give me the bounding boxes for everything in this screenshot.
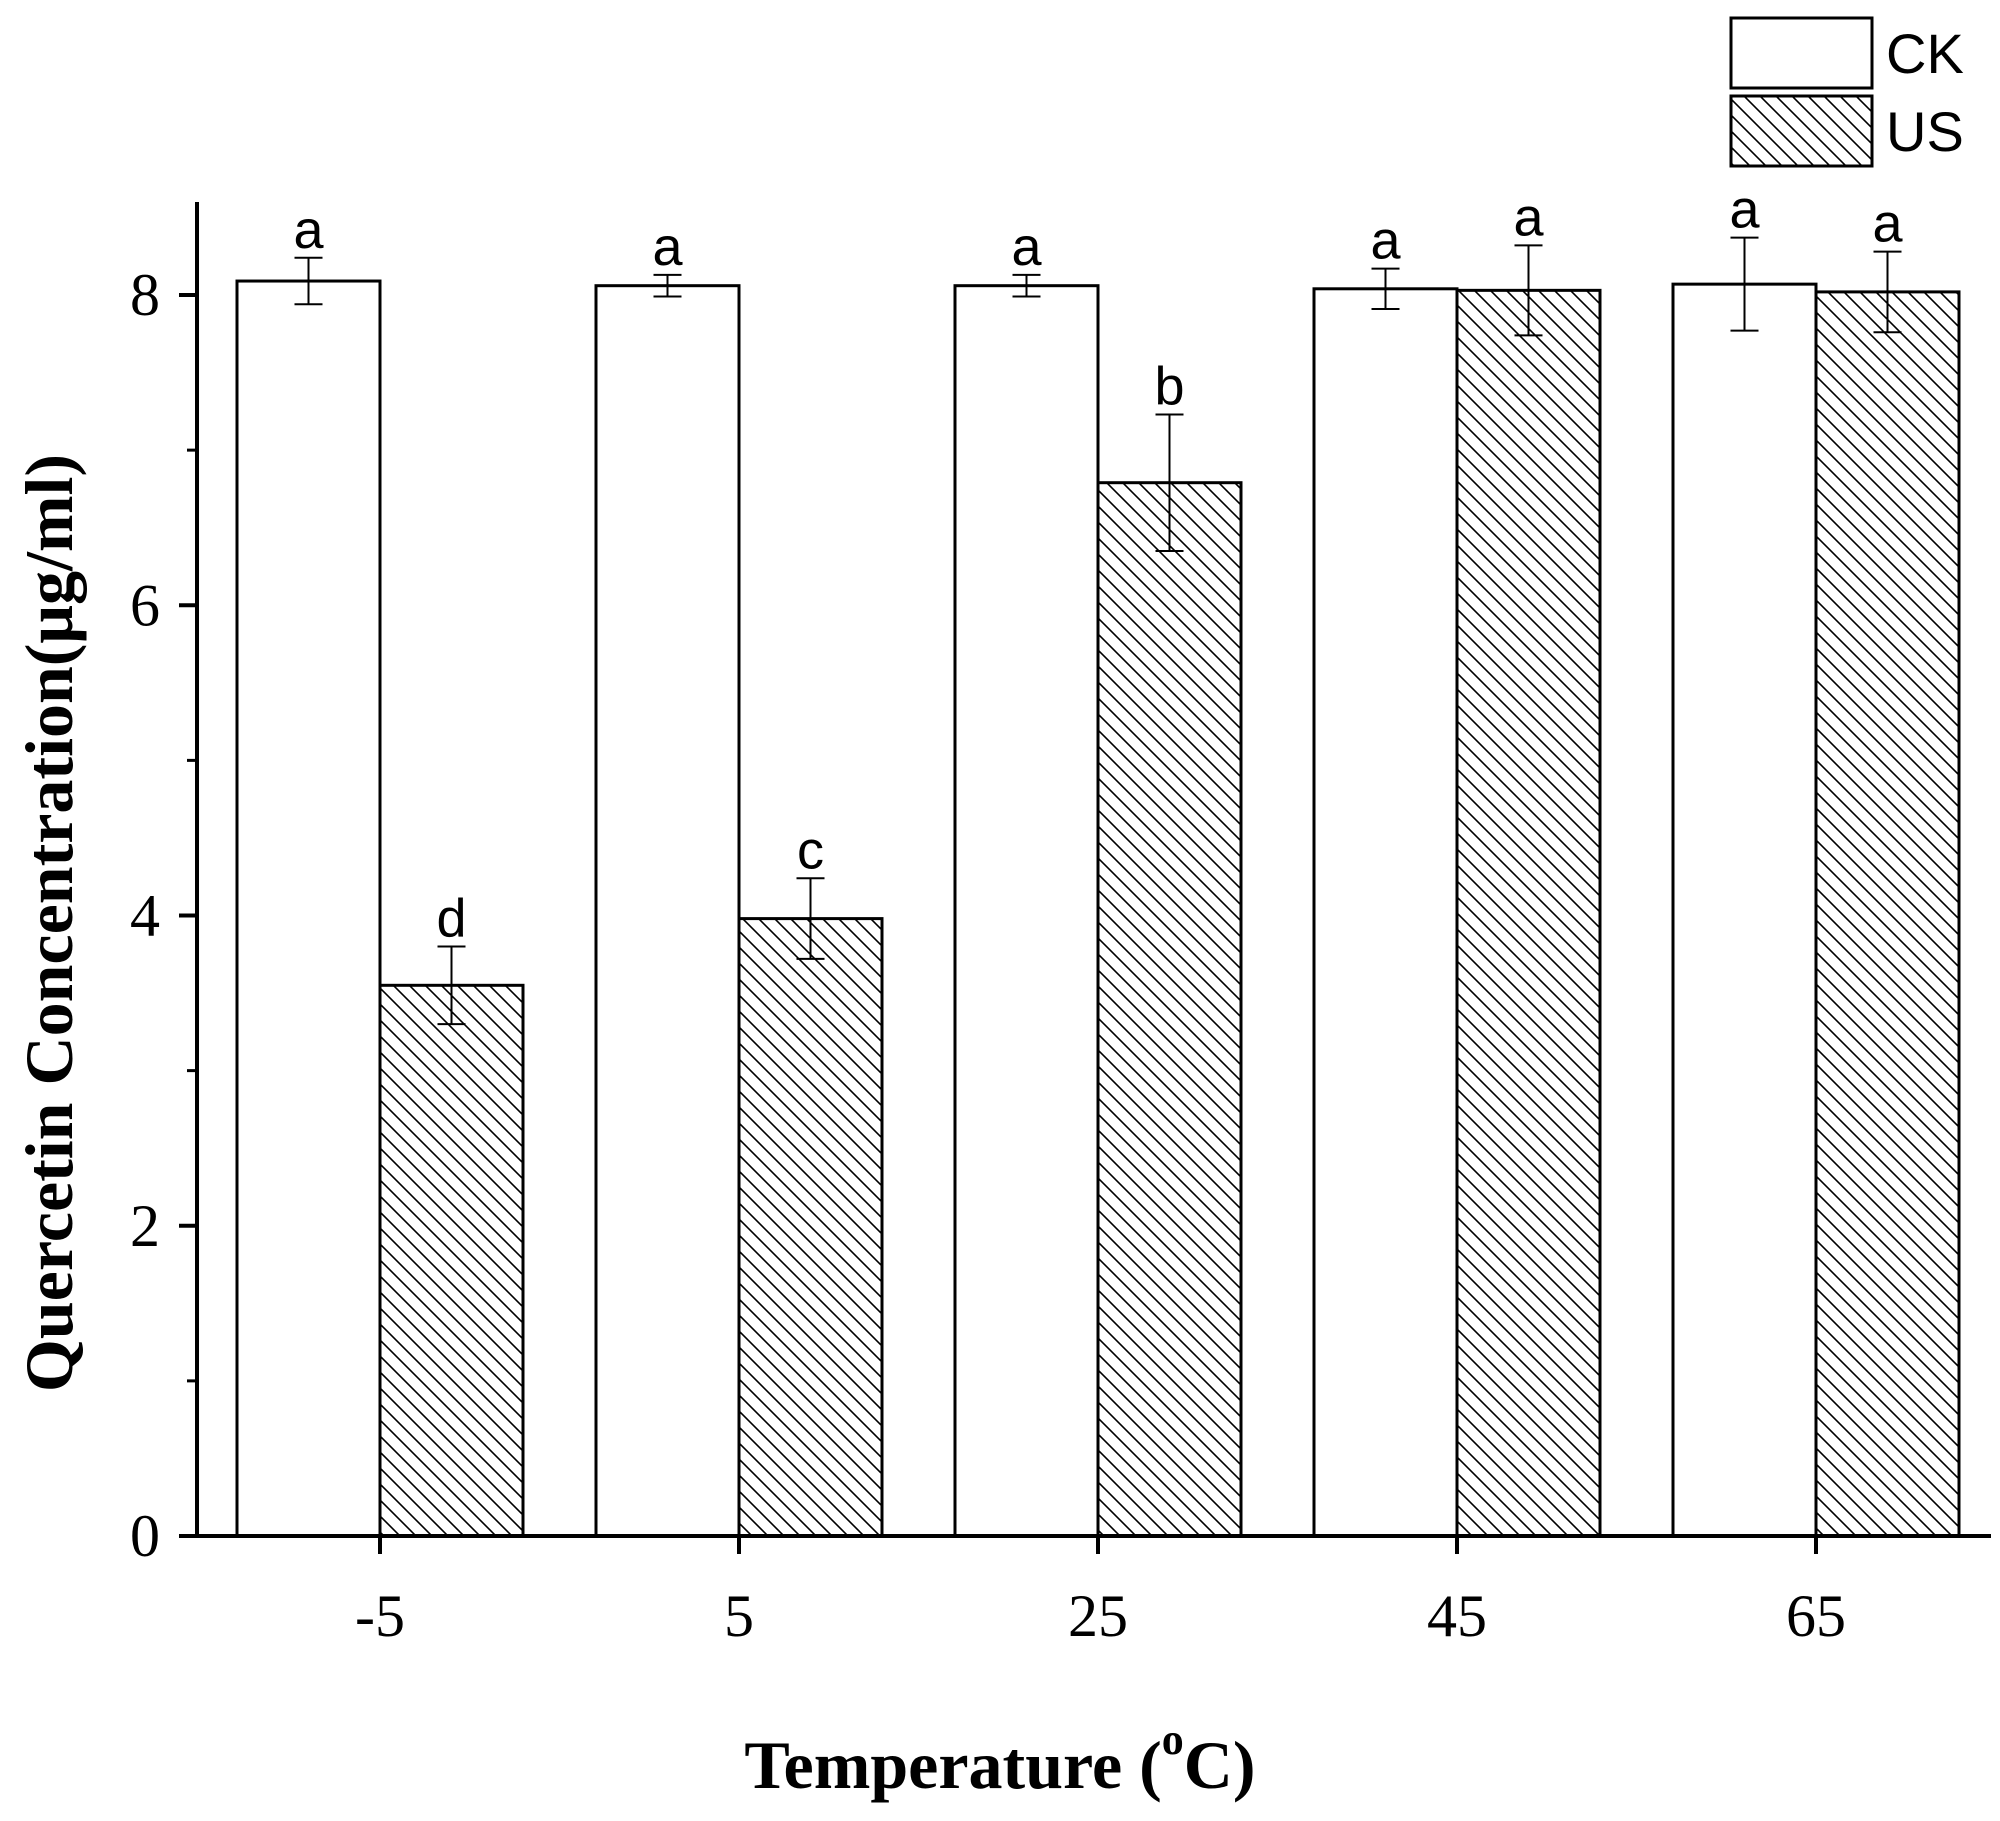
sig-label-us--5: d xyxy=(436,889,466,949)
x-axis-title: Temperature (oC) xyxy=(744,1715,1255,1803)
axes xyxy=(195,202,1991,1538)
error-bar-us-25 xyxy=(1155,413,1184,552)
error-bar-ck--5 xyxy=(294,256,323,306)
error-bars-group xyxy=(294,236,1902,1026)
sig-label-us-5: c xyxy=(797,820,824,880)
sig-label-us-25: b xyxy=(1154,356,1184,416)
error-bar-ck-5 xyxy=(653,273,682,298)
error-bar-us-45 xyxy=(1514,244,1543,337)
sig-label-ck--5: a xyxy=(293,200,324,260)
x-axis-title-suffix: C) xyxy=(1184,1727,1256,1803)
y-tick-label-2: 2 xyxy=(130,1193,160,1259)
x-tick-label-45: 45 xyxy=(1427,1583,1487,1649)
bar-us-5 xyxy=(737,917,884,1538)
legend-label-us: US xyxy=(1886,100,1964,163)
sig-label-ck-65: a xyxy=(1729,180,1760,240)
bar-ck-65 xyxy=(1671,282,1818,1538)
sig-label-us-45: a xyxy=(1513,187,1544,247)
error-bar-ck-45 xyxy=(1371,267,1400,310)
bar-us-25 xyxy=(1096,481,1243,1538)
y-tick-label-0: 0 xyxy=(130,1503,160,1569)
bars-group xyxy=(235,279,1961,1538)
x-tick-label-65: 65 xyxy=(1786,1583,1846,1649)
y-ticks-group: 0 2 4 6 8 xyxy=(130,262,197,1569)
bar-ck--5 xyxy=(235,279,382,1538)
bar-ck-25 xyxy=(953,284,1100,1538)
y-tick-label-4: 4 xyxy=(130,883,160,949)
bar-us-65 xyxy=(1814,290,1961,1538)
legend-label-ck: CK xyxy=(1886,22,1964,85)
x-axis-title-main: Temperature ( xyxy=(744,1727,1161,1803)
x-tick-label-5: 5 xyxy=(724,1583,754,1649)
legend-swatch-us xyxy=(1729,94,1874,168)
y-tick-label-6: 6 xyxy=(130,572,160,638)
sig-label-us-65: a xyxy=(1872,194,1903,254)
significance-labels-group: a a a a a d c b a a xyxy=(293,180,1903,949)
error-bar-us-65 xyxy=(1873,250,1902,334)
x-ticks-group: -5 5 25 45 65 xyxy=(355,1536,1846,1649)
sig-label-ck-25: a xyxy=(1011,217,1042,277)
legend-swatch-ck xyxy=(1729,16,1874,90)
x-tick-label--5: -5 xyxy=(355,1583,405,1649)
sig-label-ck-5: a xyxy=(652,217,683,277)
x-axis-title-superscript: o xyxy=(1162,1715,1184,1764)
bar-ck-45 xyxy=(1312,287,1459,1538)
bar-us--5 xyxy=(378,983,525,1538)
x-tick-label-25: 25 xyxy=(1068,1583,1128,1649)
error-bar-us-5 xyxy=(796,877,825,960)
error-bar-ck-65 xyxy=(1730,236,1759,332)
error-bar-ck-25 xyxy=(1012,273,1041,298)
bar-us-45 xyxy=(1455,288,1602,1538)
error-bar-us--5 xyxy=(437,945,466,1026)
y-tick-label-8: 8 xyxy=(130,262,160,328)
legend: CK US xyxy=(1729,16,1964,168)
y-axis-title: Quercetin Concentration(μg/ml) xyxy=(11,454,87,1392)
bar-ck-5 xyxy=(594,284,741,1538)
sig-label-ck-45: a xyxy=(1370,211,1401,271)
